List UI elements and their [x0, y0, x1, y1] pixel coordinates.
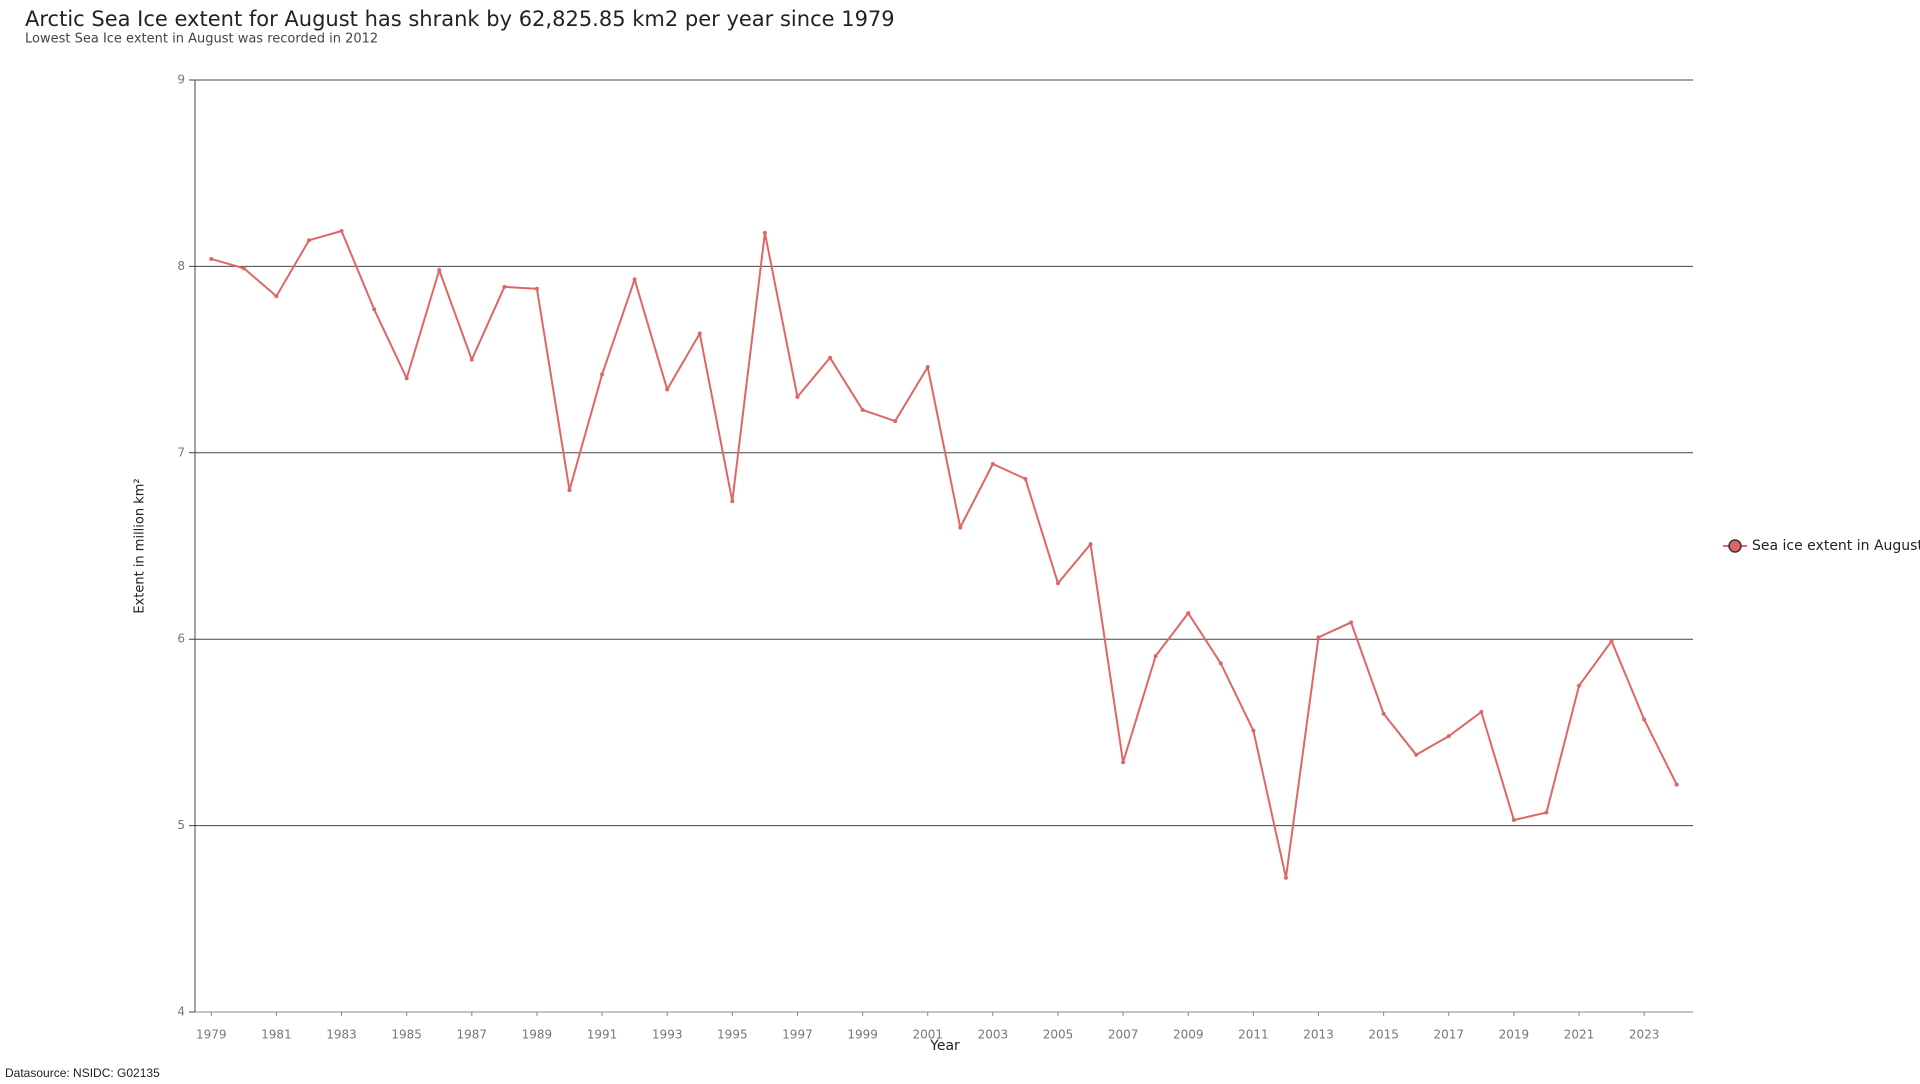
x-tick-label: 2001	[912, 1028, 943, 1042]
x-tick-label: 1983	[326, 1028, 357, 1042]
y-tick-label: 8	[177, 259, 185, 273]
data-point	[437, 268, 442, 273]
y-tick-label: 4	[177, 1005, 185, 1019]
chart-subtitle: Lowest Sea Ice extent in August was reco…	[25, 32, 378, 47]
data-point	[1511, 818, 1516, 823]
data-point	[600, 372, 605, 377]
x-tick-label: 1985	[391, 1028, 422, 1042]
data-point	[1609, 639, 1614, 644]
x-tick-label: 1989	[522, 1028, 553, 1042]
data-point	[306, 238, 311, 243]
legend-marker	[1728, 539, 1742, 553]
data-point	[665, 387, 670, 392]
data-point	[209, 256, 214, 261]
data-point	[990, 461, 995, 466]
data-point	[632, 277, 637, 282]
data-point	[1055, 581, 1060, 586]
data-point	[1186, 611, 1191, 616]
y-tick-label: 6	[177, 632, 185, 646]
x-tick-label: 2007	[1108, 1028, 1139, 1042]
source-note: Datasource: NSIDC: G02135	[5, 1066, 160, 1080]
data-point	[1577, 683, 1582, 688]
y-axis-label: Extent in million km²	[133, 478, 148, 613]
x-tick-label: 1993	[652, 1028, 683, 1042]
data-point	[404, 376, 409, 381]
data-point	[697, 331, 702, 336]
data-point	[828, 355, 833, 360]
data-point	[1479, 709, 1484, 714]
x-tick-label: 1991	[587, 1028, 618, 1042]
data-point	[1381, 711, 1386, 716]
data-point	[534, 286, 539, 291]
x-tick-label: 1999	[847, 1028, 878, 1042]
x-axis-label: Year	[929, 1038, 960, 1054]
data-point	[925, 365, 930, 370]
data-point	[274, 294, 279, 299]
x-tick-label: 2013	[1303, 1028, 1334, 1042]
x-tick-label: 2019	[1499, 1028, 1530, 1042]
data-point	[339, 228, 344, 233]
chart-title: Arctic Sea Ice extent for August has shr…	[25, 7, 895, 31]
y-tick-label: 9	[177, 73, 185, 87]
x-tick-label: 2011	[1238, 1028, 1269, 1042]
data-point	[1121, 760, 1126, 765]
data-point	[762, 230, 767, 235]
x-tick-label: 1981	[261, 1028, 292, 1042]
data-point	[1088, 542, 1093, 547]
y-tick-label: 5	[177, 818, 185, 832]
x-tick-label: 2015	[1368, 1028, 1399, 1042]
data-point	[1446, 734, 1451, 739]
x-tick-label: 2017	[1433, 1028, 1464, 1042]
data-point	[730, 499, 735, 504]
x-tick-label: 1987	[457, 1028, 488, 1042]
data-line	[211, 229, 1678, 879]
x-tick-label: 2003	[978, 1028, 1009, 1042]
x-tick-label: 1997	[782, 1028, 813, 1042]
data-point	[1316, 635, 1321, 640]
data-point	[1414, 752, 1419, 757]
legend-label: Sea ice extent in August	[1752, 538, 1920, 554]
data-point	[795, 394, 800, 399]
data-point	[1544, 810, 1549, 815]
x-tick-label: 2009	[1173, 1028, 1204, 1042]
data-point	[372, 307, 377, 312]
x-tick-label: 2023	[1629, 1028, 1660, 1042]
data-point	[1674, 782, 1679, 787]
data-point	[1218, 661, 1223, 666]
data-point	[502, 284, 507, 289]
data-point	[1283, 875, 1288, 880]
x-tick-label: 2021	[1564, 1028, 1595, 1042]
data-point	[567, 488, 572, 493]
x-tick-label: 1995	[717, 1028, 748, 1042]
data-point	[893, 419, 898, 424]
data-point	[1642, 717, 1647, 722]
data-point	[241, 266, 246, 271]
data-point	[1153, 653, 1158, 658]
data-point	[1251, 728, 1256, 733]
x-tick-label: 1979	[196, 1028, 227, 1042]
x-tick-label: 2005	[1043, 1028, 1074, 1042]
data-point	[958, 525, 963, 530]
data-point	[860, 407, 865, 412]
data-point	[1349, 620, 1354, 625]
data-point	[1023, 476, 1028, 481]
data-point	[469, 357, 474, 362]
y-tick-label: 7	[177, 445, 185, 459]
